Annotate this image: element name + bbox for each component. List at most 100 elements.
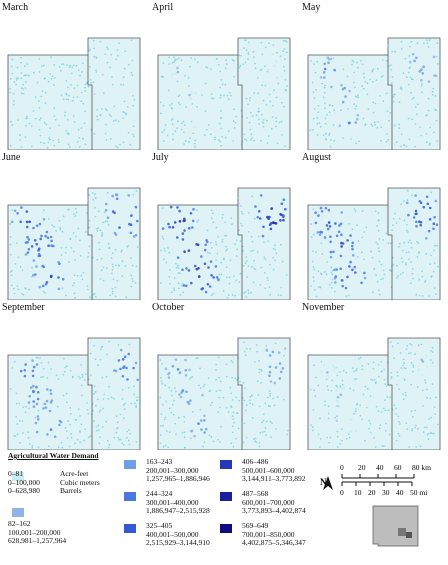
class-6-cubic-meters: 500,001–600,000	[242, 465, 295, 475]
county-divider	[87, 355, 93, 450]
legend-swatch-class-8	[220, 524, 232, 533]
legend-units: Acre-feet Cubic meters Barrels	[60, 469, 100, 496]
demand-cells	[309, 39, 439, 148]
class-2-cubic-meters: 100,001–200,000	[8, 527, 61, 537]
class-7-acre-feet: 487–568	[242, 489, 269, 498]
unit-barrels: Barrels	[60, 486, 82, 495]
scale-km-label: 60	[394, 463, 402, 472]
month-label: September	[2, 302, 45, 313]
county-map-september	[7, 337, 141, 450]
map-panel-september: September	[0, 300, 148, 450]
north-label: N	[320, 477, 327, 487]
legend-class-6-text: 406–486 500,001–600,000 3,144,911–3,773,…	[242, 457, 305, 501]
map-panel-july: July	[150, 150, 298, 300]
county-map-august	[307, 187, 441, 300]
class-2-acre-feet: 82–162	[8, 519, 31, 528]
map-panel-october: October	[150, 300, 298, 450]
legend-class-1-text: 0–81 0–100,000 0–628,980	[8, 469, 40, 513]
legend: Agricultural Water Demand 0–81 0–100,000…	[0, 448, 448, 550]
class-3-acre-feet: 163–243	[146, 457, 173, 466]
scale-mi-label: 0	[340, 488, 344, 497]
legend-swatch-class-4	[124, 492, 136, 501]
scale-km-label: 80 km	[412, 463, 431, 472]
county-boundary	[7, 337, 141, 450]
demand-cells	[159, 341, 289, 449]
class-4-barrels: 1,886,947–2,515,928	[146, 506, 210, 515]
scale-km-label: 0	[340, 463, 344, 472]
demand-cells	[9, 39, 136, 149]
class-2-barrels: 628,981–1,257,964	[8, 536, 67, 545]
county-divider	[237, 205, 243, 300]
month-label: June	[2, 152, 21, 163]
county-boundary	[307, 337, 441, 450]
county-map-june	[7, 187, 141, 300]
county-boundary	[307, 37, 441, 150]
county-divider	[237, 55, 243, 150]
county-divider	[87, 205, 93, 300]
map-panel-august: August	[300, 150, 448, 300]
map-panel-april: April	[150, 0, 298, 150]
county-divider	[387, 355, 393, 450]
county-divider	[237, 355, 243, 450]
county-divider	[87, 55, 93, 150]
locator-map-icon	[372, 505, 419, 547]
scale-mi-label: 10	[354, 488, 362, 497]
county-map-november	[307, 337, 441, 450]
month-label: October	[152, 302, 185, 313]
class-6-acre-feet: 406–486	[242, 457, 269, 466]
county-map-may	[307, 37, 441, 150]
scale-mi-label: 40	[396, 488, 404, 497]
class-1-barrels: 0–628,980	[8, 486, 40, 495]
legend-swatch-class-7	[220, 492, 232, 501]
class-7-cubic-meters: 600,001–700,000	[242, 497, 295, 507]
class-4-acre-feet: 244–324	[146, 489, 173, 498]
map-panel-march: March	[0, 0, 148, 150]
scale-km-label: 20	[358, 463, 366, 472]
county-boundary	[157, 187, 291, 300]
class-8-acre-feet: 569–649	[242, 521, 269, 530]
legend-class-8-text: 569–649 700,001–850,000 4,402,875–5,346,…	[242, 521, 306, 565]
county-map-april	[157, 37, 291, 150]
demand-cells	[309, 341, 439, 448]
county-divider	[387, 55, 393, 150]
legend-swatch-class-2	[12, 508, 24, 517]
month-label: April	[152, 2, 174, 13]
map-furniture: N 0 20 40 60 80 km 0 10 20 30 40 50 mi	[320, 463, 431, 547]
county-boundary	[307, 187, 441, 300]
demand-cells	[9, 340, 139, 449]
map-panel-june: June	[0, 150, 148, 300]
month-label: November	[302, 302, 345, 313]
scale-mi-label: 50 mi	[410, 488, 427, 497]
month-label: July	[152, 152, 169, 163]
unit-acre-feet: Acre-feet	[60, 469, 89, 478]
class-5-barrels: 2,515,929–3,144,910	[146, 538, 210, 547]
month-label: August	[302, 152, 331, 163]
legend-swatch-class-5	[124, 524, 136, 533]
demand-cells	[9, 190, 139, 299]
month-label: May	[302, 2, 321, 13]
legend-swatch-class-3	[124, 460, 136, 469]
class-6-barrels: 3,144,911–3,773,892	[242, 474, 306, 483]
demand-cells	[160, 194, 288, 299]
class-4-cubic-meters: 300,001–400,000	[146, 497, 199, 507]
class-3-cubic-meters: 200,001–300,000	[146, 465, 199, 475]
north-arrow-icon: N	[320, 476, 333, 490]
map-panel-may: May	[300, 0, 448, 150]
scale-km-label: 40	[376, 463, 384, 472]
unit-cubic-meters: Cubic meters	[60, 477, 100, 487]
class-5-acre-feet: 325–405	[146, 521, 173, 530]
scale-mi-label: 30	[382, 488, 390, 497]
legend-class-7-text: 487–568 600,001–700,000 3,773,893–4,402,…	[242, 489, 306, 533]
class-8-cubic-meters: 700,001–850,000	[242, 529, 295, 539]
legend-swatch-class-6	[220, 460, 232, 469]
county-map-march	[7, 37, 141, 150]
county-divider	[387, 205, 393, 300]
legend-class-3-text: 163–243 200,001–300,000 1,257,965–1,886,…	[146, 457, 210, 501]
class-5-cubic-meters: 400,001–500,000	[146, 529, 199, 539]
county-boundary	[7, 37, 141, 150]
demand-cells	[159, 39, 288, 148]
legend-title: Agricultural Water Demand	[8, 451, 99, 460]
map-panel-november: November	[300, 300, 448, 450]
class-3-barrels: 1,257,965–1,886,946	[146, 474, 210, 483]
legend-class-4-text: 244–324 300,001–400,000 1,886,947–2,515,…	[146, 489, 210, 533]
